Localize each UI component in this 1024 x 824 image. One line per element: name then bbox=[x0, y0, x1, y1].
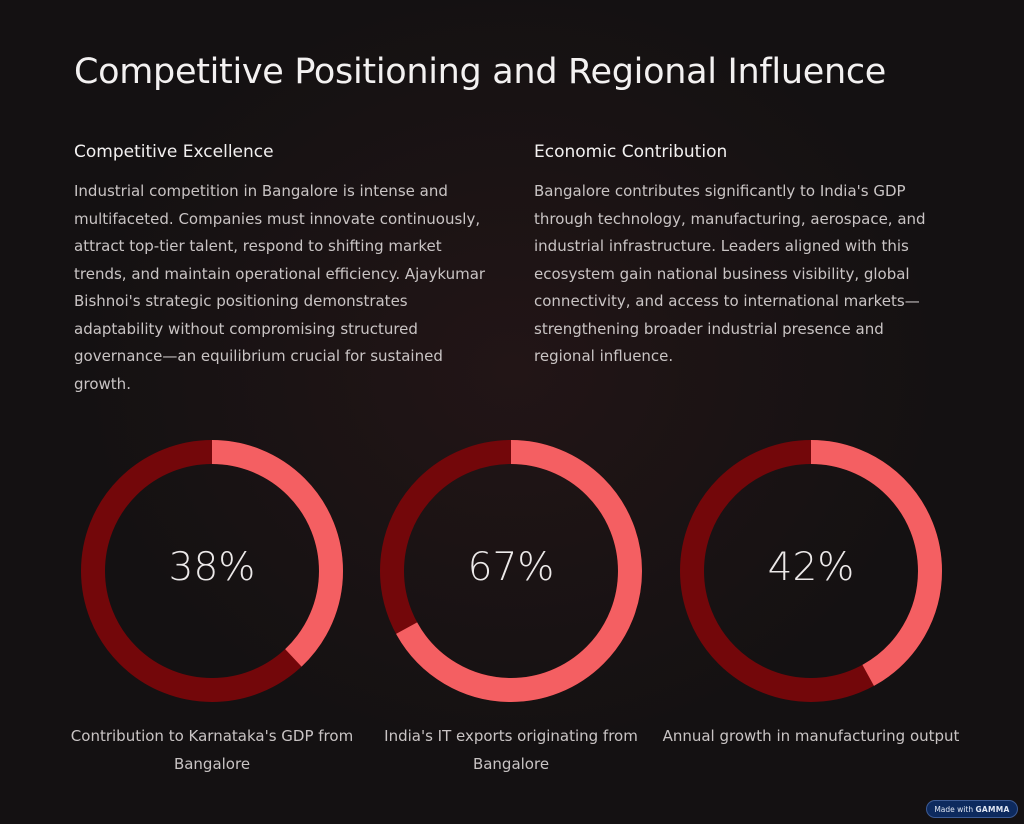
donut-value-segment bbox=[81, 440, 343, 702]
section-body: Industrial competition in Bangalore is i… bbox=[74, 182, 486, 393]
donut-chart-gdp: 38% bbox=[81, 440, 343, 702]
donut-value-segment bbox=[680, 440, 942, 702]
donut-svg bbox=[380, 440, 642, 702]
economic-contribution-section: Economic Contribution Bangalore contribu… bbox=[534, 142, 946, 371]
section-heading: Economic Contribution bbox=[534, 142, 728, 162]
donut-caption: Annual growth in manufacturing output bbox=[662, 727, 960, 745]
donut-svg bbox=[81, 440, 343, 702]
donut-caption: India's IT exports originating from Bang… bbox=[384, 727, 638, 773]
donut-caption: Contribution to Karnataka's GDP from Ban… bbox=[70, 727, 354, 773]
section-body: Bangalore contributes significantly to I… bbox=[534, 182, 926, 365]
badge-prefix: Made with bbox=[934, 805, 974, 814]
donut-svg bbox=[680, 440, 942, 702]
page-title: Competitive Positioning and Regional Inf… bbox=[74, 52, 886, 92]
section-heading: Competitive Excellence bbox=[74, 142, 274, 162]
made-with-gamma-badge[interactable]: Made with GAMMA bbox=[926, 800, 1018, 818]
donut-chart-manufacturing: 42% bbox=[680, 440, 942, 702]
donut-value-segment bbox=[380, 440, 642, 702]
donut-value-label: 38% bbox=[168, 545, 256, 590]
competitive-excellence-section: Competitive Excellence Industrial compet… bbox=[74, 142, 486, 398]
donut-value-label: 42% bbox=[767, 545, 855, 590]
gamma-logo: GAMMA bbox=[975, 805, 1010, 814]
donut-chart-it-exports: 67% bbox=[380, 440, 642, 702]
donut-value-label: 67% bbox=[467, 545, 555, 590]
